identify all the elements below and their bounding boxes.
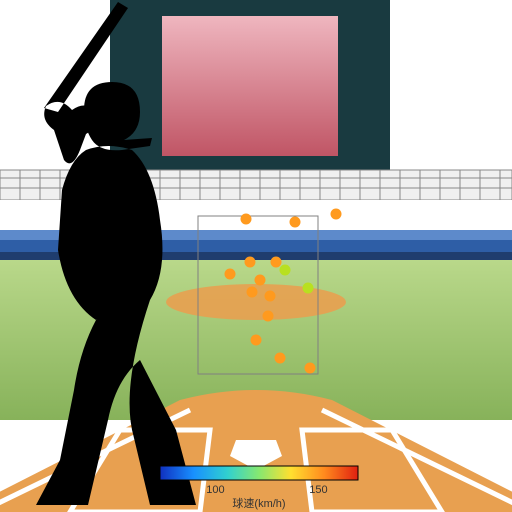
legend-label: 球速(km/h) [232, 496, 285, 510]
pitch-marker [275, 353, 286, 364]
pitch-marker [280, 265, 291, 276]
pitch-marker [290, 217, 301, 228]
pitch-marker [225, 269, 236, 280]
pitch-marker [305, 363, 316, 374]
legend-tick: 150 [309, 484, 327, 496]
pitch-marker [251, 335, 262, 346]
pitch-marker [331, 209, 342, 220]
pitch-marker [263, 311, 274, 322]
scoreboard-screen [162, 16, 338, 156]
pitch-marker [265, 291, 276, 302]
pitch-marker [247, 287, 258, 298]
pitch-marker [241, 214, 252, 225]
pitch-marker [271, 257, 282, 268]
pitch-marker [255, 275, 266, 286]
pitch-location-chart: 100 150 球速(km/h) [0, 0, 512, 512]
legend-tick: 100 [206, 484, 224, 496]
pitch-marker [303, 283, 314, 294]
pitch-marker [245, 257, 256, 268]
